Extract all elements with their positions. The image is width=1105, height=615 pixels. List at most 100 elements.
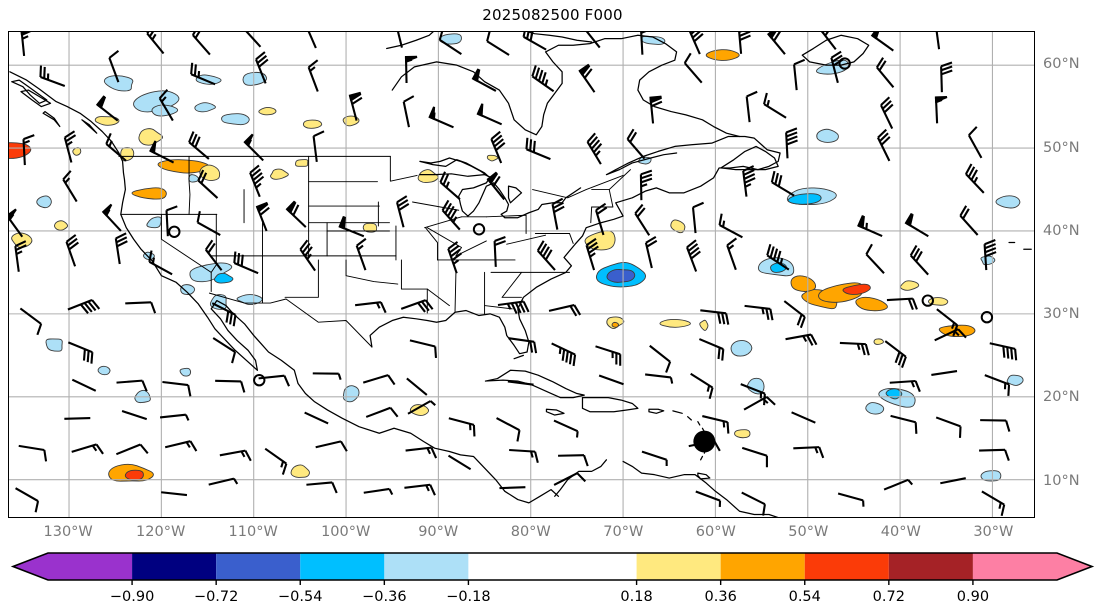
contour-patch	[865, 402, 885, 415]
wind-barb	[204, 239, 223, 271]
wind-barb	[264, 447, 288, 475]
wind-barb	[355, 301, 387, 314]
wind-barb	[744, 304, 774, 321]
political-border	[454, 271, 457, 312]
contour-patch	[103, 75, 134, 92]
coastline	[513, 354, 525, 360]
colorbar-tick-label-0: −0.90	[109, 589, 155, 605]
wind-barb	[979, 448, 1010, 461]
wind-barb-layer	[9, 32, 1018, 517]
wind-barb	[19, 307, 43, 336]
coastline	[386, 32, 434, 50]
wind-barb	[165, 205, 178, 237]
wind-barb	[348, 91, 363, 121]
coastline	[697, 472, 711, 480]
wind-barb	[67, 341, 94, 364]
map-plot-area[interactable]	[8, 31, 1035, 518]
contour-patch	[138, 128, 164, 146]
calm-wind-circle	[168, 225, 181, 238]
coastline	[554, 459, 608, 497]
coastline	[484, 369, 585, 399]
storm-center-marker	[693, 430, 716, 453]
wind-barb	[306, 481, 338, 494]
contour-patch	[270, 168, 289, 180]
wind-barb	[595, 345, 622, 366]
contour-patch	[258, 106, 277, 116]
wind-barb	[299, 239, 316, 272]
wind-barb	[9, 208, 24, 238]
coastline	[526, 32, 593, 43]
wind-barb	[149, 140, 175, 164]
wind-barb	[101, 203, 122, 232]
calm-wind-circle	[921, 294, 934, 307]
contour-patch	[188, 174, 199, 183]
wind-barb	[15, 487, 40, 513]
wind-barb	[486, 32, 510, 56]
wind-barb	[125, 301, 157, 314]
wind-barb	[909, 244, 929, 276]
wind-barb	[395, 195, 410, 228]
wind-barb	[683, 52, 703, 84]
wind-barb	[889, 379, 921, 393]
wind-barb	[285, 200, 307, 228]
wind-barb	[935, 32, 941, 50]
wind-barb	[821, 32, 837, 50]
wind-barb	[967, 126, 983, 159]
longitude-tick-2: 110°W	[228, 524, 278, 540]
contour-patch	[659, 318, 691, 328]
political-border	[426, 227, 462, 257]
contour-patch	[1006, 374, 1024, 386]
wind-barb	[690, 372, 714, 399]
colorbar[interactable]: −0.90 −0.72 −0.54 −0.36 −0.18 0.18 0.36 0.54 0.7…	[0, 549, 1105, 615]
colorbar-tick-label-5: 0.18	[620, 589, 653, 605]
contour-patch	[611, 321, 619, 328]
contour-patch	[995, 195, 1021, 209]
contour-patch	[302, 119, 323, 129]
latitude-tick-2: 40°N	[1043, 222, 1080, 239]
calm-wind-circle	[472, 223, 486, 236]
wind-barb	[689, 32, 704, 55]
wind-barb	[67, 299, 101, 315]
colorbar-tick-label-4: −0.18	[446, 589, 491, 605]
calm-wind-circle	[980, 311, 994, 324]
political-border	[590, 206, 593, 224]
coastline	[9, 71, 560, 504]
wind-barb	[931, 370, 958, 376]
wind-barb	[785, 333, 818, 346]
wind-barb	[595, 202, 608, 236]
wind-barb	[208, 477, 239, 486]
coastline	[81, 119, 98, 134]
contour-patch	[295, 159, 309, 167]
wind-barb	[649, 95, 663, 124]
colorbar-outline	[10, 552, 1095, 581]
wind-barb	[536, 240, 556, 271]
wind-barb	[116, 379, 148, 392]
wind-barb	[507, 380, 534, 386]
wind-barb	[148, 250, 173, 276]
latitude-tick-5: 10°N	[1043, 472, 1080, 489]
longitude-tick-1: 120°W	[136, 524, 186, 540]
contour-patch	[94, 116, 120, 126]
contour-patch	[699, 319, 709, 331]
wind-barb	[738, 32, 751, 54]
wind-barb	[161, 491, 188, 497]
wind-barb	[558, 454, 589, 467]
wind-barb	[18, 444, 48, 462]
wind-barb	[702, 415, 730, 434]
political-border	[284, 259, 319, 298]
wind-barb	[486, 171, 506, 201]
wind-barb	[935, 416, 962, 438]
colorbar-tick-label-7: 0.54	[788, 589, 821, 605]
wind-barb	[405, 446, 438, 459]
wind-barb	[245, 32, 262, 48]
political-border	[425, 227, 438, 261]
coastline	[648, 408, 665, 414]
longitude-tick-5: 80°W	[510, 524, 551, 540]
wind-barb	[188, 131, 210, 160]
wind-barb	[890, 414, 918, 434]
map-canvas	[9, 32, 1034, 517]
wind-barb	[115, 443, 149, 456]
contour-patch	[221, 113, 250, 126]
wind-barb	[984, 374, 1011, 396]
wind-barb	[793, 58, 806, 91]
